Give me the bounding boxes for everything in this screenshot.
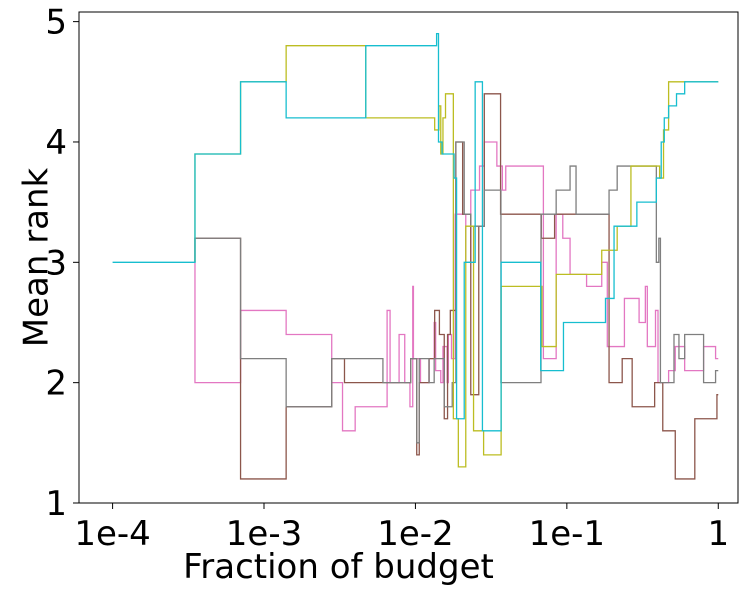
y-tick-label: 2 — [45, 364, 67, 404]
x-axis-label: Fraction of budget — [183, 547, 494, 587]
x-tick-label: 1e-3 — [226, 514, 302, 554]
x-axis: 1e-4 1e-3 1e-2 1e-1 1 — [74, 503, 729, 554]
x-tick-label: 1e-4 — [74, 514, 150, 554]
series-olive-line — [194, 45, 719, 468]
plot-area — [112, 33, 719, 480]
y-tick-label: 5 — [45, 3, 67, 43]
plot-frame — [78, 11, 739, 504]
x-tick-label: 1e-2 — [377, 514, 453, 554]
y-axis: 1 2 3 4 5 — [45, 3, 79, 524]
y-axis-label: Mean rank — [17, 167, 57, 347]
y-tick-label: 3 — [45, 243, 67, 283]
x-tick-label: 1e-1 — [529, 514, 605, 554]
series-gray-line — [194, 141, 719, 444]
x-tick-label: 1 — [707, 514, 729, 554]
y-tick-label: 1 — [45, 484, 67, 524]
series-cyan-line — [112, 33, 719, 432]
y-tick-label: 4 — [45, 123, 67, 163]
